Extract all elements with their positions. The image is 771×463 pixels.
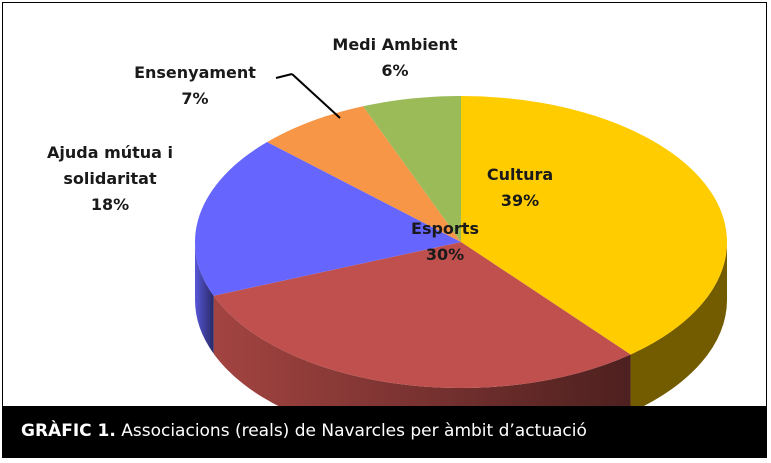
value-label: 6% bbox=[381, 61, 409, 80]
data-label: Esports 30% bbox=[380, 216, 510, 268]
value-label: 30% bbox=[425, 245, 465, 264]
data-label: Ajuda mútua i solidaritat 18% bbox=[30, 140, 190, 218]
slice bbox=[461, 96, 727, 355]
slice-side bbox=[630, 242, 727, 413]
caption-text: Associacions (reals) de Navarcles per àm… bbox=[121, 421, 587, 441]
data-label: Cultura 39% bbox=[460, 162, 580, 214]
leader-line bbox=[275, 73, 293, 79]
data-label: Ensenyament 7% bbox=[110, 60, 280, 112]
leader-line bbox=[291, 73, 341, 119]
value-label: 7% bbox=[181, 89, 209, 108]
slice bbox=[267, 106, 461, 243]
slice bbox=[195, 142, 462, 296]
caption-label: GRÀFIC 1. bbox=[21, 421, 116, 441]
category-label: Medi Ambient bbox=[332, 35, 458, 54]
caption: GRÀFIC 1. Associacions (reals) de Navarc… bbox=[3, 406, 766, 457]
slice-side bbox=[195, 242, 214, 354]
category-label: Cultura bbox=[486, 165, 554, 184]
value-label: 39% bbox=[500, 191, 540, 210]
category-label: Ensenyament bbox=[134, 63, 256, 82]
slice bbox=[363, 96, 461, 242]
chart-frame bbox=[2, 2, 767, 458]
value-label: 18% bbox=[90, 195, 130, 214]
category-label: Esports bbox=[411, 219, 479, 238]
slice bbox=[213, 242, 631, 388]
category-label: Ajuda mútua i solidaritat bbox=[46, 143, 174, 188]
data-label: Medi Ambient 6% bbox=[320, 32, 470, 84]
